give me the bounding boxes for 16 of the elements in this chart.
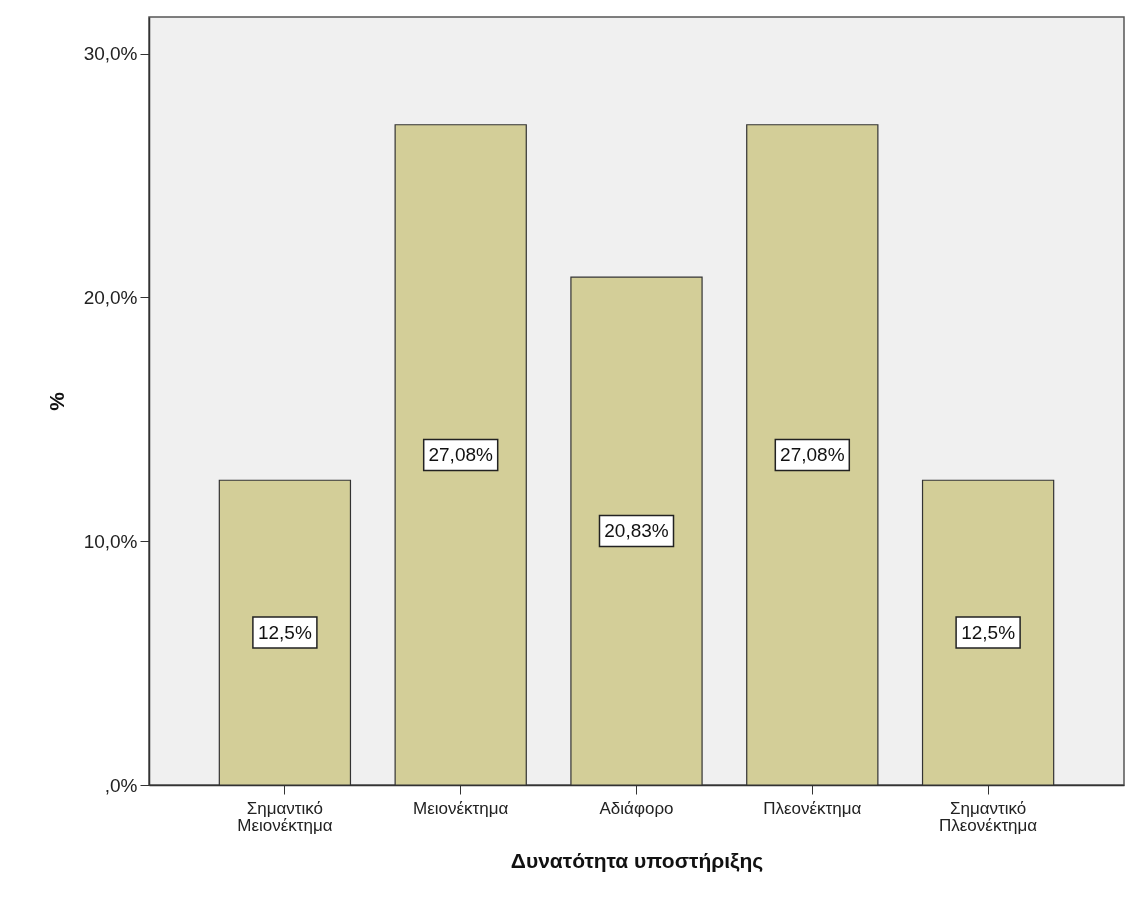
y-tick-label: 10,0% [83, 530, 138, 552]
data-label: 27,08% [780, 443, 845, 465]
y-axis-title: % [44, 391, 68, 411]
x-tick-label: Πλεονέκτημα [763, 798, 862, 818]
y-tick-label: ,0% [104, 774, 138, 796]
x-tick-label: Σημαντικό Μειονέκτημα [237, 798, 333, 835]
y-tick-label: 30,0% [83, 43, 138, 65]
data-label: 27,08% [428, 443, 494, 465]
x-tick-label: Αδιάφορο [599, 798, 674, 818]
y-tick-label: 20,0% [83, 286, 138, 308]
x-tick-label: Μειονέκτημα [413, 798, 509, 818]
x-tick-label: Σημαντικό Πλεονέκτημα [939, 798, 1038, 835]
x-axis-title: Δυνατότητα υποστήριξης [510, 848, 764, 873]
data-label: 12,5% [961, 621, 1016, 643]
data-label: 20,83% [604, 520, 669, 542]
data-label: 12,5% [257, 621, 312, 643]
